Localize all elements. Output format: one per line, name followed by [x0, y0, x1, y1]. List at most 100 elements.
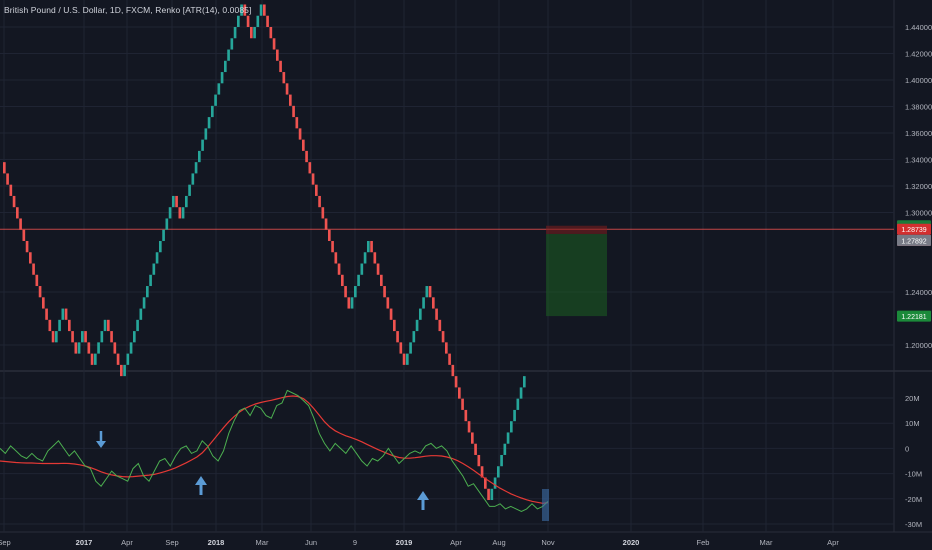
renko-brick-up: [409, 342, 412, 354]
renko-brick-up: [503, 443, 507, 455]
renko-brick-up: [516, 398, 520, 410]
renko-brick-up: [233, 27, 237, 39]
renko-brick-down: [464, 409, 468, 422]
renko-brick-up: [172, 195, 175, 208]
renko-brick-up: [155, 252, 159, 264]
renko-brick-down: [432, 297, 435, 309]
renko-brick-up: [493, 477, 497, 489]
renko-brick-down: [48, 319, 52, 332]
price-axis[interactable]: 1.44000 1.42000 1.40000 1.38000 1.36000 1.340…: [905, 23, 932, 529]
renko-brick-up: [142, 297, 146, 309]
renko-brick-up: [201, 139, 204, 151]
renko-brick-up: [204, 128, 208, 140]
renko-brick-up: [81, 331, 84, 343]
renko-brick-up: [363, 252, 367, 264]
renko-brick-down: [298, 128, 302, 140]
renko-brick-down: [292, 105, 295, 118]
osc-tick-label: -10M: [905, 470, 922, 479]
renko-brick-down: [285, 83, 289, 95]
renko-brick-up: [100, 331, 104, 343]
arrow-head: [195, 476, 207, 485]
time-tick-label: Apr: [827, 538, 839, 547]
renko-brick-down: [74, 342, 78, 354]
renko-brick-down: [113, 342, 117, 354]
renko-brick-down: [38, 286, 42, 298]
price-tick-label: 1.34000: [905, 156, 932, 165]
price-tick-label: 1.44000: [905, 23, 932, 32]
renko-brick-down: [341, 274, 344, 287]
renko-brick-down: [315, 184, 318, 196]
renko-brick-up: [152, 263, 156, 275]
renko-brick-down: [454, 376, 458, 388]
renko-brick-down: [120, 364, 123, 377]
renko-brick-down: [276, 49, 279, 61]
renko-brick-up: [513, 409, 516, 422]
renko-brick-down: [383, 286, 386, 298]
renko-brick-down: [451, 364, 455, 377]
renko-brick-up: [185, 195, 188, 208]
renko-brick-up: [139, 308, 143, 320]
time-tick-label: 2020: [623, 538, 640, 547]
renko-brick-down: [328, 229, 331, 241]
renko-brick-up: [230, 38, 234, 50]
renko-brick-down: [282, 72, 286, 84]
renko-brick-down: [324, 218, 328, 230]
renko-brick-up: [198, 150, 201, 163]
time-tick-label: Sep: [0, 538, 11, 547]
renko-brick-down: [373, 252, 377, 264]
renko-brick-up: [146, 286, 149, 298]
renko-brick-up: [214, 94, 217, 106]
renko-brick-down: [19, 218, 22, 230]
renko-brick-down: [402, 353, 406, 365]
renko-brick-down: [51, 331, 55, 343]
renko-brick-down: [68, 319, 71, 332]
renko-brick-up: [129, 342, 133, 354]
down-arrow-icon: [96, 431, 106, 448]
renko-brick-down: [29, 252, 32, 264]
renko-brick-down: [380, 274, 383, 287]
oscillator-pane: [0, 389, 549, 521]
up-arrow-icon: [195, 476, 207, 495]
price-tick-label: 1.20000: [905, 341, 932, 350]
time-axis[interactable]: Sep 2017 Apr Sep 2018 Mar Jun 9 2019 Apr Aug Nov 202…: [0, 538, 839, 547]
renko-brick-down: [458, 387, 461, 399]
renko-brick-down: [272, 38, 276, 50]
renko-brick-down: [12, 195, 16, 208]
renko-brick-up: [168, 207, 172, 219]
renko-brick-down: [484, 477, 487, 489]
position-tool[interactable]: [546, 225, 607, 317]
renko-brick-up: [97, 342, 100, 354]
renko-brick-down: [318, 195, 321, 208]
renko-brick-down: [175, 195, 178, 208]
price-tick-label: 1.38000: [905, 103, 932, 112]
renko-brick-up: [194, 162, 198, 174]
grid-lines: [0, 0, 932, 533]
renko-brick-down: [386, 297, 390, 309]
time-tick-label: 2019: [396, 538, 413, 547]
renko-brick-up: [415, 319, 419, 332]
renko-brick-up: [354, 286, 357, 298]
time-tick-label: 2017: [76, 538, 93, 547]
renko-brick-down: [87, 342, 91, 354]
renko-brick-up: [207, 117, 211, 129]
osc-tick-label: 20M: [905, 394, 920, 403]
renko-brick-up: [149, 274, 152, 287]
osc-tick-label: -30M: [905, 520, 922, 529]
renko-brick-up: [500, 454, 503, 467]
renko-brick-up: [259, 4, 263, 16]
renko-brick-down: [334, 252, 338, 264]
renko-brick-up: [162, 229, 165, 241]
renko-brick-up: [211, 105, 214, 118]
renko-brick-down: [35, 274, 39, 287]
selection-highlight: [542, 489, 549, 521]
signal-line: [0, 395, 549, 504]
renko-brick-up: [406, 353, 409, 365]
renko-brick-up: [256, 15, 260, 27]
price-label-text: 1.27892: [901, 238, 926, 245]
renko-brick-up: [357, 274, 360, 287]
renko-brick-down: [107, 319, 110, 332]
renko-brick-down: [42, 297, 45, 309]
renko-brick-up: [350, 297, 354, 309]
renko-brick-up: [136, 319, 139, 332]
